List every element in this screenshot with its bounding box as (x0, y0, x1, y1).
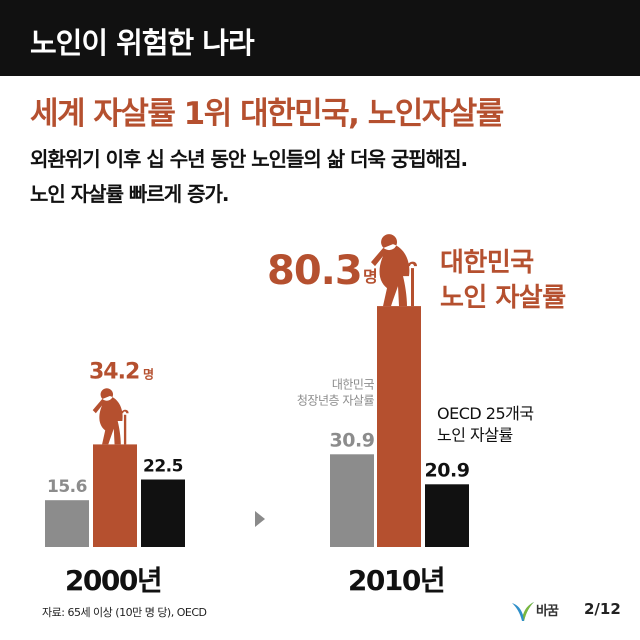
header-bar: 노인이 위험한 나라 (0, 0, 640, 76)
elderly-person-with-cane-icon (371, 234, 417, 307)
bar-1-0 (330, 454, 374, 547)
unit-label-0-1: 명 (143, 367, 154, 381)
series-label-1-1-line-1: 노인 자살률 (440, 283, 566, 313)
bar-1-2 (425, 484, 469, 547)
bar-0-1 (93, 444, 137, 547)
page-title: 노인이 위험한 나라 (30, 26, 255, 60)
page-number: 2/12 (584, 600, 621, 618)
bar-0-2 (141, 479, 185, 547)
headline: 세계 자살률 1위 대한민국, 노인자살률 (30, 96, 504, 132)
logo-text: 바꿈 (536, 604, 559, 619)
arrow-right-icon (255, 511, 265, 527)
bar-0-0 (45, 500, 89, 547)
value-label-1-1: 80.3 (267, 248, 362, 294)
group-label-0: 2000년 (65, 564, 161, 597)
bar-1-1 (377, 306, 421, 547)
value-label-0-0: 15.6 (47, 477, 87, 497)
group-label-1: 2010년 (348, 564, 444, 597)
series-label-1-0-line-1: 청장년층 자살률 (297, 394, 375, 408)
series-label-1-2-line-0: OECD 25개국 (437, 404, 534, 423)
elderly-person-with-cane-icon (92, 388, 129, 445)
subtitle-line-2: 노인 자살률 빠르게 증가. (30, 182, 229, 206)
value-label-0-1: 34.2 (89, 359, 139, 384)
unit-label-1-1: 명 (363, 267, 378, 286)
value-label-0-2: 22.5 (143, 457, 183, 477)
series-label-1-0-line-0: 대한민국 (332, 377, 375, 391)
bird-logo-icon (512, 602, 534, 621)
subtitle-line-1: 외환위기 이후 십 수년 동안 노인들의 삶 더욱 궁핍해짐. (30, 147, 468, 171)
source-note: 자료: 65세 이상 (10만 명 당), OECD (42, 606, 207, 619)
series-label-1-2-line-1: 노인 자살률 (437, 426, 513, 445)
series-label-1-1-line-0: 대한민국 (440, 248, 534, 278)
value-label-1-2: 20.9 (425, 459, 470, 481)
value-label-1-0: 30.9 (330, 429, 375, 451)
